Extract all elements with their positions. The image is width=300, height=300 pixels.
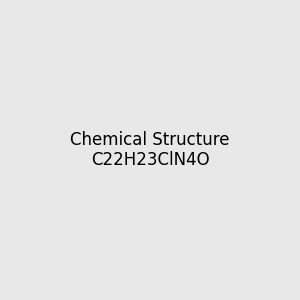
Text: Chemical Structure
C22H23ClN4O: Chemical Structure C22H23ClN4O xyxy=(70,130,230,170)
